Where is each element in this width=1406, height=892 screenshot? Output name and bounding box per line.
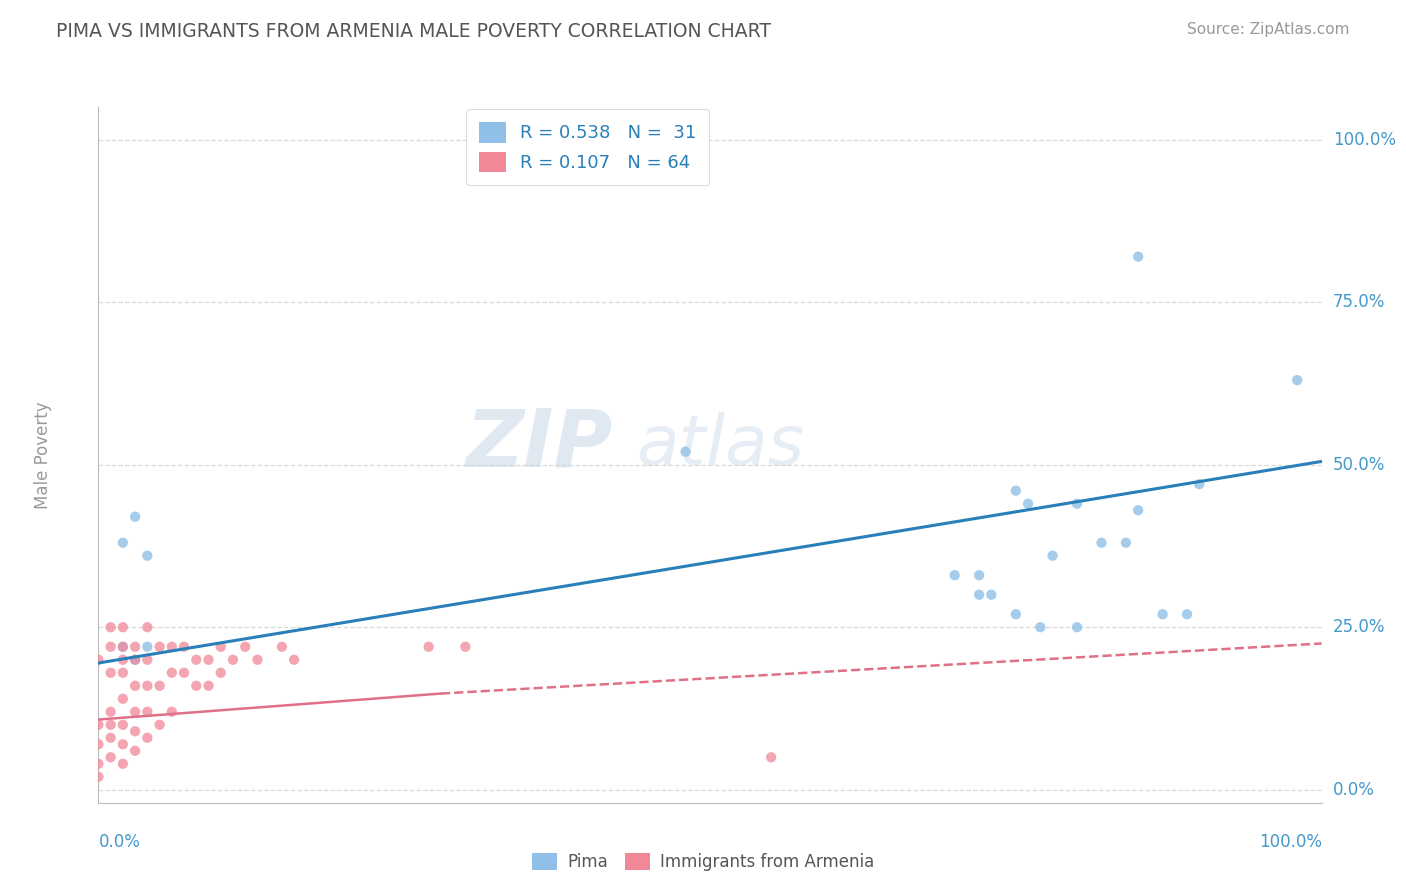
Point — [111, 665, 134, 680]
Point — [124, 653, 146, 667]
Text: PIMA VS IMMIGRANTS FROM ARMENIA MALE POVERTY CORRELATION CHART: PIMA VS IMMIGRANTS FROM ARMENIA MALE POV… — [56, 22, 772, 41]
Text: 0.0%: 0.0% — [98, 833, 141, 851]
Point — [761, 750, 783, 764]
Point — [1029, 620, 1052, 634]
Point — [87, 756, 110, 771]
Point — [87, 770, 110, 784]
Point — [111, 718, 134, 732]
Point — [1128, 503, 1150, 517]
Legend: R = 0.538   N =  31, R = 0.107   N = 64: R = 0.538 N = 31, R = 0.107 N = 64 — [467, 109, 709, 186]
Point — [967, 568, 990, 582]
Text: atlas: atlas — [637, 412, 804, 479]
Point — [87, 718, 110, 732]
Point — [160, 665, 183, 680]
Point — [209, 640, 232, 654]
Point — [87, 737, 110, 751]
Point — [233, 640, 256, 654]
Point — [100, 718, 122, 732]
Point — [100, 640, 122, 654]
Point — [222, 653, 245, 667]
Point — [124, 705, 146, 719]
Point — [1017, 497, 1039, 511]
Point — [149, 640, 172, 654]
Point — [149, 679, 172, 693]
Point — [136, 731, 159, 745]
Text: 0.0%: 0.0% — [1333, 780, 1375, 799]
Point — [111, 737, 134, 751]
Point — [980, 588, 1002, 602]
Point — [124, 509, 146, 524]
Point — [124, 640, 146, 654]
Point — [100, 750, 122, 764]
Point — [1188, 477, 1211, 491]
Point — [1115, 535, 1137, 549]
Point — [1042, 549, 1064, 563]
Legend: Pima, Immigrants from Armenia: Pima, Immigrants from Armenia — [524, 845, 882, 880]
Point — [100, 665, 122, 680]
Point — [136, 620, 159, 634]
Point — [136, 549, 159, 563]
Point — [136, 653, 159, 667]
Point — [1175, 607, 1198, 622]
Point — [160, 705, 183, 719]
Point — [160, 640, 183, 654]
Point — [124, 744, 146, 758]
Point — [111, 535, 134, 549]
Point — [136, 705, 159, 719]
Point — [111, 640, 134, 654]
Point — [209, 665, 232, 680]
Text: Source: ZipAtlas.com: Source: ZipAtlas.com — [1187, 22, 1350, 37]
Point — [111, 653, 134, 667]
Point — [124, 679, 146, 693]
Point — [149, 718, 172, 732]
Point — [1004, 607, 1026, 622]
Point — [111, 756, 134, 771]
Point — [186, 679, 208, 693]
Point — [967, 588, 990, 602]
Point — [1152, 607, 1174, 622]
Point — [124, 653, 146, 667]
Point — [454, 640, 477, 654]
Point — [1090, 535, 1112, 549]
Point — [1066, 497, 1088, 511]
Point — [418, 640, 440, 654]
Point — [197, 679, 219, 693]
Text: 25.0%: 25.0% — [1333, 618, 1385, 636]
Point — [246, 653, 269, 667]
Text: 100.0%: 100.0% — [1258, 833, 1322, 851]
Point — [943, 568, 966, 582]
Point — [1066, 620, 1088, 634]
Point — [1286, 373, 1309, 387]
Text: 50.0%: 50.0% — [1333, 456, 1385, 474]
Text: Male Poverty: Male Poverty — [34, 401, 52, 508]
Point — [1004, 483, 1026, 498]
Point — [173, 665, 195, 680]
Point — [100, 705, 122, 719]
Text: 75.0%: 75.0% — [1333, 293, 1385, 311]
Point — [173, 640, 195, 654]
Point — [675, 132, 697, 146]
Text: 100.0%: 100.0% — [1333, 130, 1396, 149]
Point — [197, 653, 219, 667]
Point — [675, 444, 697, 458]
Point — [136, 640, 159, 654]
Point — [111, 691, 134, 706]
Point — [87, 653, 110, 667]
Point — [283, 653, 305, 667]
Point — [270, 640, 294, 654]
Point — [111, 640, 134, 654]
Point — [1128, 250, 1150, 264]
Point — [111, 620, 134, 634]
Point — [124, 724, 146, 739]
Point — [186, 653, 208, 667]
Point — [100, 620, 122, 634]
Point — [136, 679, 159, 693]
Text: ZIP: ZIP — [465, 406, 612, 483]
Point — [100, 731, 122, 745]
